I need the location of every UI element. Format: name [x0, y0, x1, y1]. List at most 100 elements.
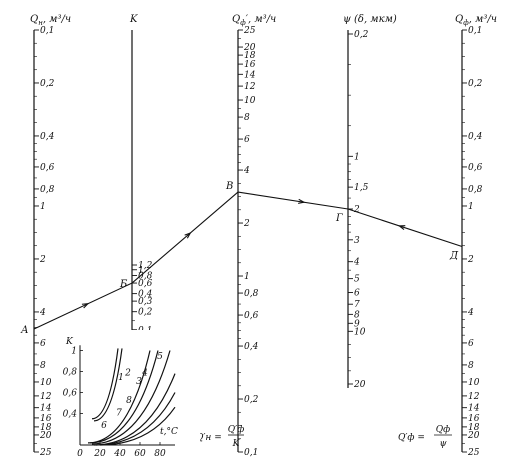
path-segment — [347, 208, 463, 248]
inset-x-tick-label: 40 — [113, 449, 126, 459]
formula-right-den: ψ — [439, 439, 447, 449]
formula-right: Q′ф = Qф ψ — [398, 425, 452, 449]
inset-curve — [87, 350, 151, 444]
path-point-label: Б — [119, 279, 128, 290]
scale-tick-label: 18 — [244, 51, 256, 61]
inset-curve — [91, 350, 171, 445]
inset-curve — [93, 348, 123, 422]
scale-tick-label: 25 — [39, 448, 52, 458]
inset-background — [60, 330, 200, 455]
inset-curve — [89, 350, 159, 444]
scale-tick-label: 0,8 — [138, 272, 153, 282]
scale-tick-label: 20 — [243, 43, 256, 53]
inset-curve-label: 6 — [101, 421, 107, 431]
inset-y-tick-label: 0,6 — [63, 389, 78, 399]
scale-k: K1,210,80,60,40,30,20,1 — [129, 14, 153, 336]
scale-tick-label: 1 — [40, 202, 46, 212]
scale-psi-header: ψ (δ, мкм) — [343, 14, 397, 25]
path-segment — [33, 282, 133, 330]
scale-tick-label: 18 — [468, 423, 480, 433]
scale-tick-label: 0,6 — [244, 311, 259, 321]
scale-tick-label: 10 — [468, 378, 480, 388]
path-arrow — [397, 225, 406, 231]
inset-curve-label: 3 — [136, 377, 142, 387]
scale-tick-label: 3 — [354, 236, 360, 246]
path-segment — [131, 191, 239, 284]
formulas-group: Q′н = Q′ф K Q′ф = Qф ψ — [196, 425, 452, 449]
scale-tick-label: 0,4 — [244, 342, 259, 352]
path-arrow — [298, 198, 306, 204]
scale-tick-label: 0,2 — [354, 30, 369, 40]
scale-tick-label: 8 — [468, 361, 474, 371]
scale-tick-label: 2 — [353, 205, 360, 215]
scale-tick-label: 0,2 — [40, 79, 55, 89]
inset-x-axis-label: t,°C — [160, 427, 178, 437]
formula-right-num: Qф — [436, 425, 450, 435]
scale-tick-label: 4 — [467, 308, 474, 318]
scale-tick-label: 18 — [40, 423, 52, 433]
inset-x-tick-label: 80 — [154, 449, 166, 459]
scale-tick-label: 6 — [468, 339, 474, 349]
scale-tick-label: 1 — [354, 152, 360, 162]
scale-tick-label: 10 — [244, 96, 256, 106]
inset-curve-label: 8 — [126, 396, 132, 406]
scales-group: Qн, м³/ч0,10,20,40,60,812468101214161820… — [30, 14, 497, 458]
scale-tick-label: 25 — [467, 448, 480, 458]
scale-tick-label: 14 — [40, 404, 52, 414]
path-segment — [237, 191, 349, 210]
scale-tick-label: 9 — [354, 319, 360, 329]
inset-x-tick-label: 0 — [77, 449, 83, 459]
scale-qf: Qф, м³/ч0,10,20,40,60,812468101214161820… — [455, 14, 497, 458]
scale-qf1-header: Qф′, м³/ч — [232, 14, 276, 27]
inset-y-tick-label: 0,8 — [63, 368, 78, 378]
scale-tick-label: 12 — [468, 392, 480, 402]
scale-tick-label: 20 — [467, 431, 480, 441]
scale-tick-label: 12 — [40, 392, 52, 402]
inset-x-tick-label: 60 — [134, 449, 146, 459]
scale-tick-label: 14 — [244, 70, 256, 80]
scale-tick-label: 5 — [354, 275, 360, 285]
path-point-label: Г — [335, 213, 343, 224]
scale-tick-label: 0,4 — [40, 132, 55, 142]
scale-tick-label: 0,4 — [138, 290, 153, 300]
scale-qn: Qн, м³/ч0,10,20,40,60,812468101214161820… — [30, 14, 71, 458]
scale-tick-label: 0,1 — [40, 26, 54, 36]
inset-curve-label: 2 — [124, 369, 131, 379]
inset-curve-label: 4 — [141, 369, 148, 379]
scale-tick-label: 0,8 — [244, 289, 259, 299]
scale-tick-label: 0,1 — [468, 26, 482, 36]
scale-tick-label: 1,5 — [354, 183, 369, 193]
scale-tick-label: 10 — [40, 378, 52, 388]
inset-x-tick-label: 20 — [93, 449, 106, 459]
path-point-label: А — [20, 325, 29, 336]
scale-tick-label: 14 — [468, 404, 480, 414]
scale-tick-label: 0,6 — [138, 279, 153, 289]
scale-tick-label: 0,2 — [244, 395, 259, 405]
scale-tick-label: 0,2 — [138, 308, 153, 318]
scale-tick-label: 25 — [243, 26, 256, 36]
solution-path: А Б В Г Д — [20, 181, 463, 336]
formula-left-den: K — [232, 439, 241, 449]
scale-tick-label: 4 — [353, 258, 360, 268]
scale-tick-label: 1 — [468, 202, 474, 212]
path-arrow — [81, 303, 90, 309]
scale-tick-label: 16 — [468, 414, 480, 424]
scale-tick-label: 1,2 — [138, 261, 153, 271]
scale-tick-label: 2 — [39, 255, 46, 265]
scale-tick-label: 1 — [138, 266, 144, 276]
scale-tick-label: 8 — [40, 361, 46, 371]
scale-tick-label: 6 — [354, 288, 360, 298]
scale-qf-header: Qф, м³/ч — [455, 14, 497, 27]
scale-tick-label: 1 — [244, 272, 250, 282]
path-arrow — [184, 231, 192, 239]
scale-tick-label: 2 — [243, 219, 250, 229]
scale-tick-label: 0,8 — [40, 185, 55, 195]
scale-tick-label: 8 — [244, 113, 250, 123]
inset-curve-label: 5 — [157, 352, 163, 362]
scale-tick-label: 4 — [243, 166, 250, 176]
scale-tick-label: 6 — [244, 135, 250, 145]
